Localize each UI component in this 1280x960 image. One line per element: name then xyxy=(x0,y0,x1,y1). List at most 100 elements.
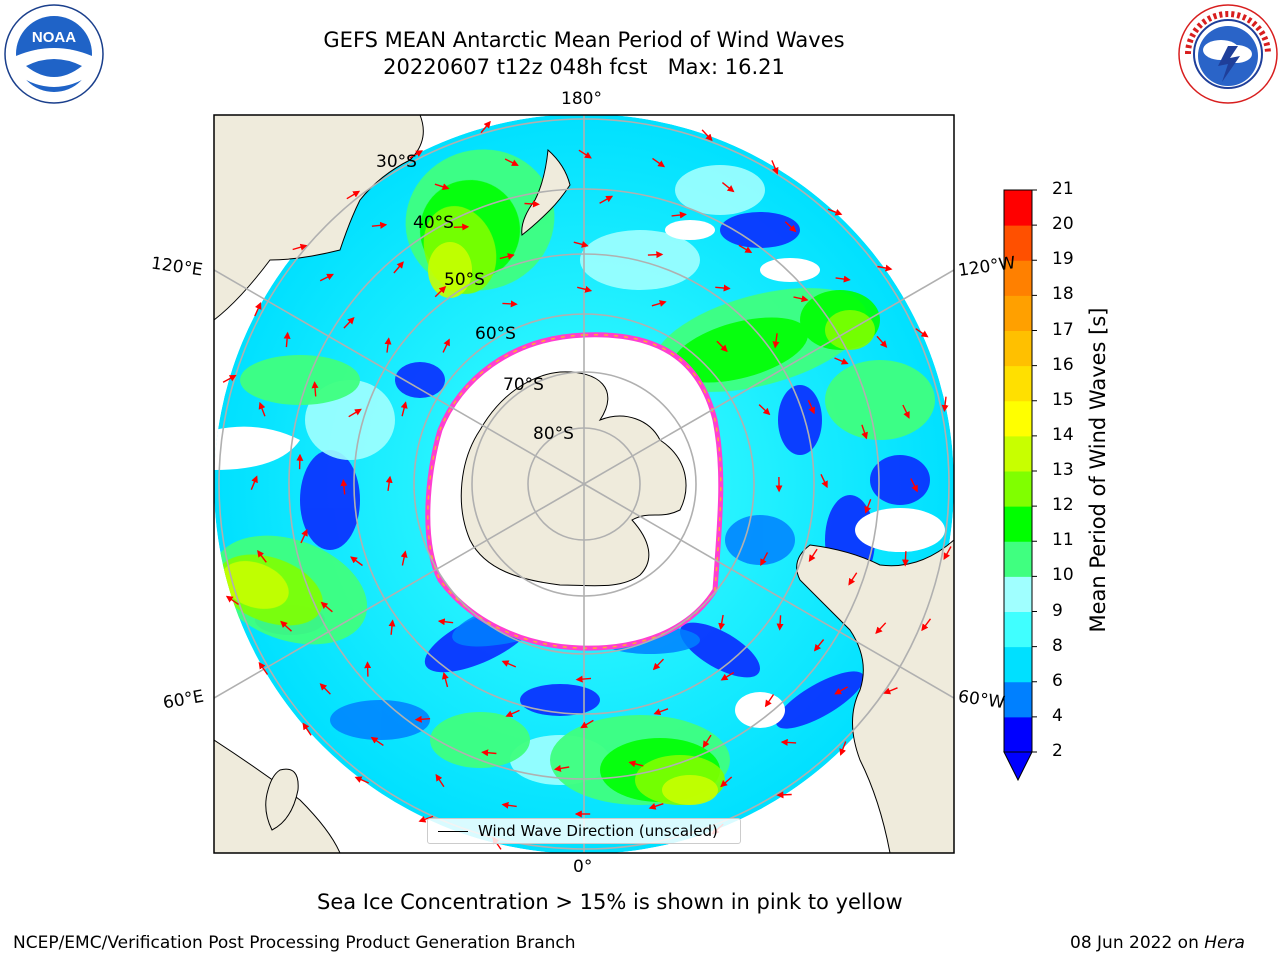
chart-title-line1: GEFS MEAN Antarctic Mean Period of Wind … xyxy=(323,28,845,52)
wind-wave-arrow xyxy=(827,208,843,216)
wind-wave-arrow xyxy=(716,340,728,353)
wind-wave-arrow xyxy=(776,615,784,631)
colorbar-tick-label: 2 xyxy=(1052,741,1063,761)
colorbar-tick-label: 4 xyxy=(1052,705,1063,726)
wind-wave-arrow xyxy=(835,275,851,283)
wind-wave-arrow xyxy=(839,741,847,756)
wind-wave-arrow xyxy=(434,183,450,191)
high-period-region xyxy=(221,242,718,805)
wind-wave-arrow xyxy=(222,374,237,383)
wind-wave-arrow xyxy=(784,221,797,233)
lon-label-0: 0° xyxy=(573,857,593,877)
wind-wave-arrow xyxy=(524,200,540,208)
meridian-120w xyxy=(583,269,954,485)
colorbar-tick-label: 14 xyxy=(1052,424,1074,445)
wind-wave-arrow xyxy=(848,572,858,586)
wind-wave-arrow xyxy=(721,182,735,193)
wind-wave-arrow xyxy=(254,302,262,317)
wind-wave-arrow xyxy=(414,715,431,723)
colorbar xyxy=(1003,189,1037,782)
legend-line-swatch xyxy=(438,831,468,832)
wind-wave-arrow xyxy=(384,337,392,353)
colorbar-segment xyxy=(1004,471,1032,507)
lat-label-30s: 30°S xyxy=(376,152,417,172)
wind-wave-arrow xyxy=(738,244,753,254)
wind-wave-arrow xyxy=(648,803,664,810)
colorbar-segment xyxy=(1004,506,1032,542)
meridian-60e xyxy=(214,483,585,699)
wind-wave-arrow xyxy=(501,660,517,668)
colorbar-segment xyxy=(1004,611,1032,648)
lat-label-40s: 40°S xyxy=(413,213,454,233)
wind-wave-arrow xyxy=(250,475,258,490)
colorbar-segment xyxy=(1004,541,1032,577)
wind-wave-arrow xyxy=(292,243,308,251)
wind-wave-arrow xyxy=(720,776,733,788)
map-legend: Wind Wave Direction (unscaled) xyxy=(427,818,741,844)
wind-wave-arrow xyxy=(671,211,687,219)
south-america-landmass xyxy=(796,539,954,853)
wind-wave-arrow xyxy=(442,338,450,353)
wind-wave-arrow xyxy=(348,408,362,418)
wind-wave-arrow xyxy=(320,601,333,613)
wind-wave-arrow xyxy=(346,190,361,200)
wind-wave-arrow xyxy=(764,694,775,708)
map-plot-area xyxy=(214,115,954,853)
colorbar-tick-label: 8 xyxy=(1052,635,1063,656)
wind-wave-arrow xyxy=(505,709,520,718)
wind-wave-arrow xyxy=(418,815,434,823)
wind-wave-arrow xyxy=(651,300,667,307)
colorbar-segment xyxy=(1004,576,1032,612)
lat-label-50s: 50°S xyxy=(444,270,485,290)
wind-wave-arrow xyxy=(808,548,818,562)
colorbar-label: Mean Period of Wind Waves [s] xyxy=(1086,307,1110,633)
wind-wave-arrow xyxy=(943,546,952,561)
colorbar-segment xyxy=(1004,365,1032,402)
madagascar-landmass xyxy=(265,768,299,831)
colorbar-tick-label: 18 xyxy=(1052,284,1074,305)
wind-wave-arrow xyxy=(941,396,949,412)
colorbar-tick-label: 16 xyxy=(1052,354,1074,375)
meridian-120e xyxy=(214,269,585,485)
wind-wave-arrow xyxy=(780,738,797,746)
colorbar-tick-label: 6 xyxy=(1052,670,1063,691)
wind-wave-arrow xyxy=(575,675,592,683)
wind-wave-arrow xyxy=(910,478,918,493)
wind-wave-arrow xyxy=(480,120,491,134)
wind-wave-arrow xyxy=(350,556,363,567)
wind-wave-arrow xyxy=(875,622,887,635)
wind-wave-arrow xyxy=(319,273,334,282)
wind-wave-arrow xyxy=(370,736,384,746)
wind-wave-arrow xyxy=(776,791,792,799)
wind-wave-arrow xyxy=(701,129,713,142)
colorbar-segment xyxy=(1004,330,1032,367)
wind-wave-arrow xyxy=(628,760,644,768)
wind-wave-arrow xyxy=(258,401,266,417)
wind-wave-arrow xyxy=(434,286,447,298)
wind-wave-arrow xyxy=(453,223,470,231)
wind-wave-arrow xyxy=(864,498,872,514)
wind-wave-arrow xyxy=(388,619,396,635)
colorbar-segment xyxy=(1004,646,1032,683)
wind-wave-arrow xyxy=(311,381,319,397)
colorbar-segment xyxy=(1004,400,1032,437)
wind-wave-arrow xyxy=(758,404,771,416)
colorbar-extend-min xyxy=(1003,751,1033,782)
wind-wave-arrow xyxy=(371,221,388,229)
continents xyxy=(214,115,954,853)
footer-credit: NCEP/EMC/Verification Post Processing Pr… xyxy=(13,933,576,953)
colorbar-segment xyxy=(1004,225,1032,261)
wind-wave-arrow xyxy=(553,764,570,772)
wind-wave-arrow xyxy=(901,551,909,567)
colorbar-tick-label: 15 xyxy=(1052,389,1074,410)
wind-wave-arrow xyxy=(435,773,445,788)
wind-wave-arrow xyxy=(302,722,312,736)
colorbar-tick-label: 17 xyxy=(1052,319,1074,340)
wind-wave-arrow xyxy=(834,357,849,365)
wind-wave-arrow xyxy=(441,672,449,688)
wind-wave-arrow xyxy=(502,300,518,308)
wind-wave-arrow xyxy=(771,160,779,175)
wind-wave-arrow xyxy=(793,295,809,303)
wind-wave-arrow xyxy=(915,328,929,338)
